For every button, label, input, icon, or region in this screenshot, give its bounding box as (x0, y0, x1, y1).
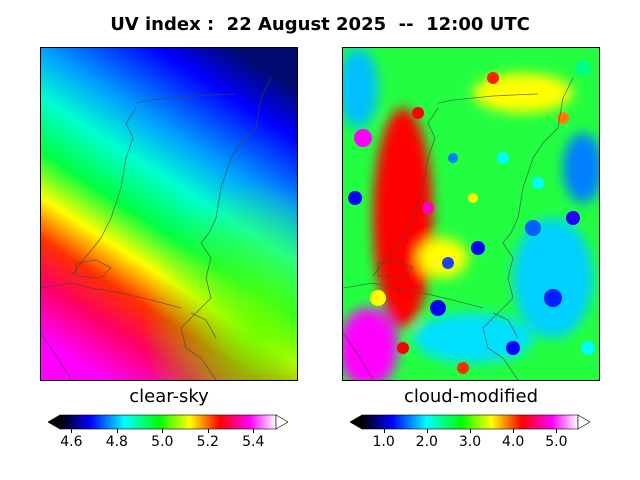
clear-sky-colorbar (48, 414, 288, 430)
right-colorbar-tick-mark (426, 429, 428, 433)
right-colorbar-tick: 4.0 (502, 434, 525, 450)
right-colorbar-tick-mark (383, 429, 385, 433)
left-colorbar-tick-mark (253, 429, 255, 433)
left-colorbar-tick-mark (71, 429, 73, 433)
left-colorbar-tick: 4.6 (60, 434, 83, 450)
cloud-modified-map (342, 47, 600, 381)
right-colorbar-tick-mark (556, 429, 558, 433)
right-colorbar-tick-mark (470, 429, 471, 433)
map-title: UV index : 22 August 2025 -- 12:00 UTC (110, 14, 530, 35)
left-colorbar-tick: 4.8 (105, 434, 128, 450)
right-colorbar-tick: 1.0 (372, 434, 395, 450)
clear-sky-label: clear-sky (129, 386, 209, 407)
cloud-speckle (348, 60, 595, 374)
coastline (41, 77, 272, 380)
coastline (343, 77, 574, 380)
left-colorbar-tick-mark (116, 429, 118, 433)
right-colorbar-tick: 2.0 (415, 434, 438, 450)
right-colorbar-tick: 5.0 (545, 434, 568, 450)
cloud-modified-label: cloud-modified (403, 386, 539, 407)
left-colorbar-tick-mark (162, 429, 164, 433)
left-colorbar-tick: 5.0 (151, 434, 174, 450)
left-colorbar-tick: 5.2 (196, 434, 219, 450)
right-colorbar-tick-mark (513, 429, 515, 433)
clear-sky-map (40, 47, 298, 381)
right-colorbar-tick: 3.0 (458, 434, 482, 450)
left-colorbar-tick-mark (207, 429, 209, 433)
cloud-modified-colorbar (350, 414, 590, 430)
left-colorbar-tick: 5.4 (242, 434, 265, 450)
